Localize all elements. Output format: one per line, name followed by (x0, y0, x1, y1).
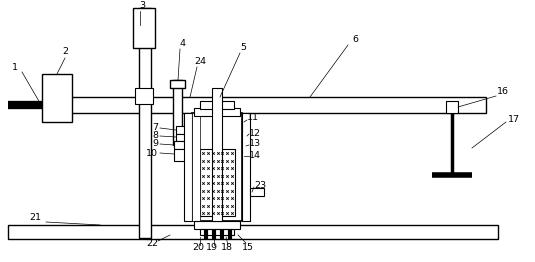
Text: 5: 5 (240, 43, 246, 52)
Bar (200, 229, 234, 235)
Text: 12: 12 (249, 128, 261, 138)
Text: 14: 14 (249, 150, 261, 160)
Bar (176, 134, 190, 141)
Text: 4: 4 (180, 40, 186, 48)
Bar (233, 118, 247, 128)
Bar (232, 128, 244, 135)
Text: 16: 16 (497, 88, 509, 96)
Bar (250, 188, 264, 196)
Bar (212, 88, 222, 221)
Text: 22: 22 (146, 238, 158, 248)
Bar (174, 149, 196, 161)
Text: 15: 15 (242, 243, 254, 252)
Text: 20: 20 (192, 243, 204, 253)
Text: 21: 21 (29, 214, 41, 222)
Text: 19: 19 (206, 243, 218, 253)
Text: 24: 24 (194, 57, 206, 67)
Bar (192, 113, 242, 221)
Text: 7: 7 (152, 123, 158, 133)
Text: 8: 8 (152, 132, 158, 140)
Bar (200, 149, 235, 216)
Text: 17: 17 (508, 116, 520, 124)
Bar (194, 108, 240, 116)
Text: 3: 3 (139, 2, 145, 10)
Bar (200, 101, 234, 109)
Bar (170, 80, 185, 88)
Bar (242, 113, 250, 221)
Text: 10: 10 (146, 149, 158, 157)
Bar (133, 8, 155, 48)
Bar (192, 113, 200, 221)
Bar (173, 80, 182, 145)
Text: 9: 9 (152, 139, 158, 149)
Bar (174, 141, 192, 149)
Bar (184, 113, 192, 221)
Bar (139, 8, 151, 238)
Bar (194, 221, 240, 229)
Text: 18: 18 (221, 243, 233, 253)
Text: 11: 11 (247, 113, 259, 123)
Bar (42, 74, 72, 122)
Bar (68, 97, 486, 113)
Bar (232, 143, 244, 150)
Text: 23: 23 (254, 181, 266, 189)
Text: 1: 1 (12, 63, 18, 73)
Text: 2: 2 (62, 47, 68, 57)
Bar (233, 135, 243, 143)
Bar (8, 225, 498, 239)
Bar (135, 88, 153, 104)
Bar (176, 126, 190, 134)
Text: 6: 6 (352, 35, 358, 45)
Text: 13: 13 (249, 139, 261, 149)
Bar (446, 101, 458, 113)
